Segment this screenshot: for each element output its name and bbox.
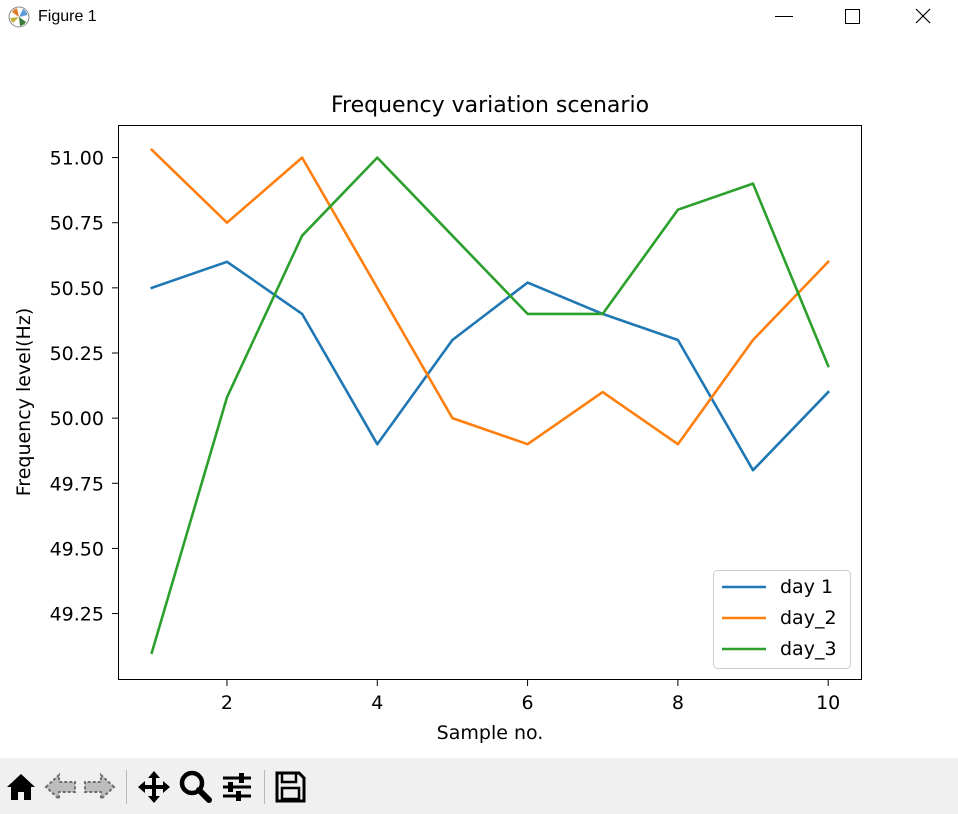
y-tick-label: 50.00 [50, 408, 104, 430]
toolbar-separator [126, 770, 127, 804]
close-icon [915, 8, 931, 24]
figure-canvas[interactable]: 2 4 6 8 10 49.25 49.50 49.75 50.00 50.25 50.50 50.7… [0, 34, 958, 758]
x-axis-label: Sample no. [437, 722, 544, 744]
home-button[interactable] [2, 768, 40, 806]
x-tick-label: 6 [522, 692, 534, 714]
series-line-3 [150, 156, 830, 655]
y-tick-label: 49.50 [50, 538, 104, 560]
y-tick-label: 51.00 [50, 148, 104, 170]
pan-button[interactable] [135, 768, 173, 806]
y-tick-label: 49.75 [50, 473, 104, 495]
zoom-magnifier-icon [179, 770, 212, 803]
x-tick-label: 8 [672, 692, 684, 714]
configure-subplots-button[interactable] [218, 768, 256, 806]
legend-box [713, 570, 851, 669]
back-arrow-icon [44, 772, 76, 802]
x-tick-label: 2 [221, 692, 233, 714]
save-button[interactable] [271, 768, 309, 806]
window-title: Figure 1 [38, 8, 97, 25]
back-button[interactable] [42, 768, 80, 806]
x-tick-label: 4 [371, 692, 383, 714]
series-line-1 [150, 260, 831, 472]
legend: day 1 day_2 day_3 [713, 570, 851, 669]
y-tick-label: 50.75 [50, 213, 104, 235]
window-titlebar: Figure 1 [0, 0, 958, 34]
legend-label-day-2: day_2 [780, 607, 837, 629]
maximize-button[interactable] [830, 0, 876, 34]
pan-move-icon [138, 771, 170, 803]
y-tick-label: 49.25 [50, 604, 104, 626]
minimize-button[interactable] [761, 0, 807, 34]
y-tick-label: 50.50 [50, 278, 104, 300]
x-tick-label: 10 [816, 692, 840, 714]
maximize-icon [845, 9, 860, 24]
home-icon [7, 774, 35, 800]
zoom-button[interactable] [176, 768, 214, 806]
navigation-toolbar [0, 758, 958, 814]
legend-label-day-3: day_3 [780, 638, 837, 660]
series-line-2 [149, 147, 831, 446]
axes-frame [118, 125, 862, 680]
legend-label-day-1: day 1 [780, 576, 833, 598]
y-axis-label: Frequency level(Hz) [13, 308, 35, 496]
toolbar-separator [264, 770, 265, 804]
save-floppy-icon [275, 771, 306, 803]
close-button[interactable] [900, 0, 946, 34]
minimize-icon [775, 16, 793, 17]
y-tick-label: 50.25 [50, 343, 104, 365]
forward-button[interactable] [80, 768, 118, 806]
chart-title: Frequency variation scenario [331, 93, 649, 118]
forward-arrow-icon [84, 772, 116, 802]
configure-subplots-icon [223, 773, 251, 801]
line-chart: 2 4 6 8 10 49.25 49.50 49.75 50.00 50.25 50.50 50.7… [13, 93, 862, 744]
matplotlib-logo-icon [8, 6, 30, 28]
